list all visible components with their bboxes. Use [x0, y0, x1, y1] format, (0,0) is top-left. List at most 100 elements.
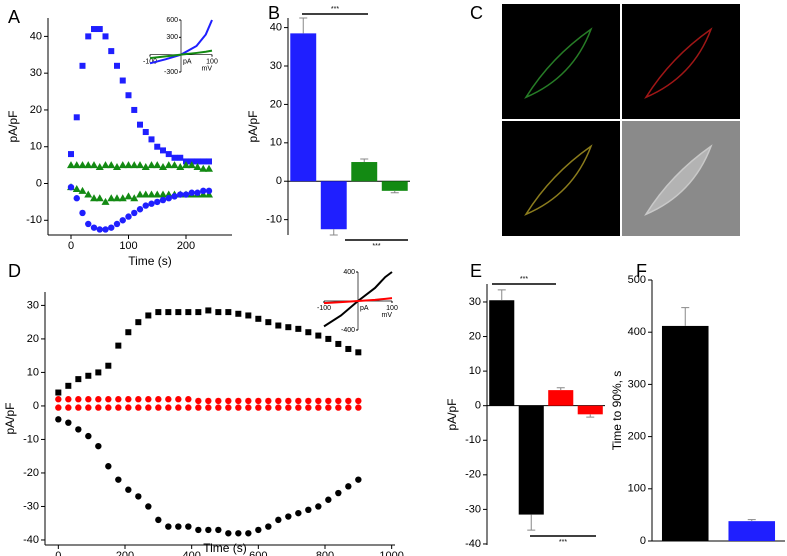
point — [85, 372, 92, 379]
point — [96, 26, 103, 33]
bar — [290, 33, 317, 182]
point — [235, 397, 242, 405]
micrograph — [502, 4, 620, 119]
y-tick-label: 500 — [628, 274, 646, 286]
x-axis-label: Time (s) — [203, 541, 247, 555]
point — [95, 404, 102, 411]
point — [235, 530, 242, 537]
x-tick-label: -100 — [143, 59, 157, 66]
point — [108, 224, 115, 231]
panel-letter: D — [8, 261, 21, 281]
bar — [381, 181, 408, 191]
point — [114, 62, 120, 69]
point — [275, 404, 282, 411]
point — [102, 33, 109, 40]
point — [125, 404, 132, 411]
point — [148, 200, 155, 207]
point — [148, 136, 155, 143]
y-tick-label: -10 — [266, 214, 282, 226]
point — [95, 162, 104, 170]
point — [265, 319, 272, 326]
point — [275, 397, 282, 405]
point — [79, 62, 86, 69]
point — [295, 404, 302, 411]
cell — [524, 144, 593, 216]
point — [355, 349, 362, 356]
bar — [577, 405, 603, 415]
panel-letter: A — [8, 7, 20, 27]
point — [125, 486, 132, 493]
iv-curve — [323, 271, 393, 328]
point — [84, 190, 93, 198]
point — [130, 194, 139, 202]
point — [85, 220, 92, 228]
point — [125, 213, 132, 220]
point — [170, 161, 179, 169]
point — [75, 376, 82, 383]
error-bar — [681, 307, 690, 326]
panel-letter: C — [470, 3, 483, 23]
point — [165, 195, 172, 202]
y-tick-label: 300 — [166, 34, 178, 41]
point — [85, 404, 92, 411]
point — [85, 396, 92, 403]
point — [85, 33, 92, 40]
error-bar — [329, 229, 338, 236]
point — [75, 426, 82, 433]
y-axis-label: pA/pF — [3, 402, 17, 434]
inset-x-label: mV — [382, 312, 393, 319]
y-tick-label: 0 — [36, 177, 42, 189]
point — [84, 161, 93, 169]
point — [164, 161, 173, 169]
point — [235, 310, 242, 317]
point — [195, 397, 202, 405]
y-tick-label: 20 — [30, 104, 42, 116]
point — [205, 526, 212, 534]
micrograph — [502, 121, 620, 236]
x-tick-label: 100 — [119, 240, 137, 252]
point — [200, 158, 207, 165]
point — [165, 396, 172, 403]
bar — [548, 390, 574, 406]
x-tick-label: 100 — [206, 59, 218, 66]
bar — [728, 521, 776, 541]
error-bar — [586, 414, 595, 418]
point — [95, 396, 102, 403]
x-tick-label: 200 — [116, 550, 134, 556]
micrograph — [622, 4, 740, 119]
point — [200, 187, 207, 195]
bar — [320, 181, 347, 230]
inset-y-label: pA — [183, 59, 192, 66]
point — [119, 217, 126, 224]
point — [215, 397, 222, 405]
point — [205, 404, 212, 411]
point — [154, 143, 161, 150]
bar — [518, 405, 544, 515]
point — [225, 309, 232, 316]
y-tick-label: 20 — [27, 333, 39, 345]
point — [145, 396, 152, 403]
point — [125, 92, 132, 99]
point — [159, 196, 167, 204]
point — [255, 526, 262, 534]
point — [185, 523, 192, 530]
point — [113, 220, 121, 228]
x-tick-label: 100 — [386, 305, 398, 312]
point — [55, 404, 62, 411]
point — [355, 404, 362, 411]
point — [215, 309, 222, 316]
point — [205, 307, 212, 314]
y-tick-label: -400 — [341, 327, 355, 334]
panel-letter: B — [268, 3, 280, 23]
y-axis-label: pA/pF — [246, 110, 260, 142]
point — [295, 325, 302, 332]
point — [315, 397, 322, 405]
y-tick-label: -300 — [164, 69, 178, 76]
point — [335, 489, 342, 497]
point — [142, 129, 149, 136]
point — [147, 190, 156, 198]
y-tick-label: 10 — [270, 137, 282, 149]
point — [137, 121, 143, 128]
point — [355, 476, 362, 483]
